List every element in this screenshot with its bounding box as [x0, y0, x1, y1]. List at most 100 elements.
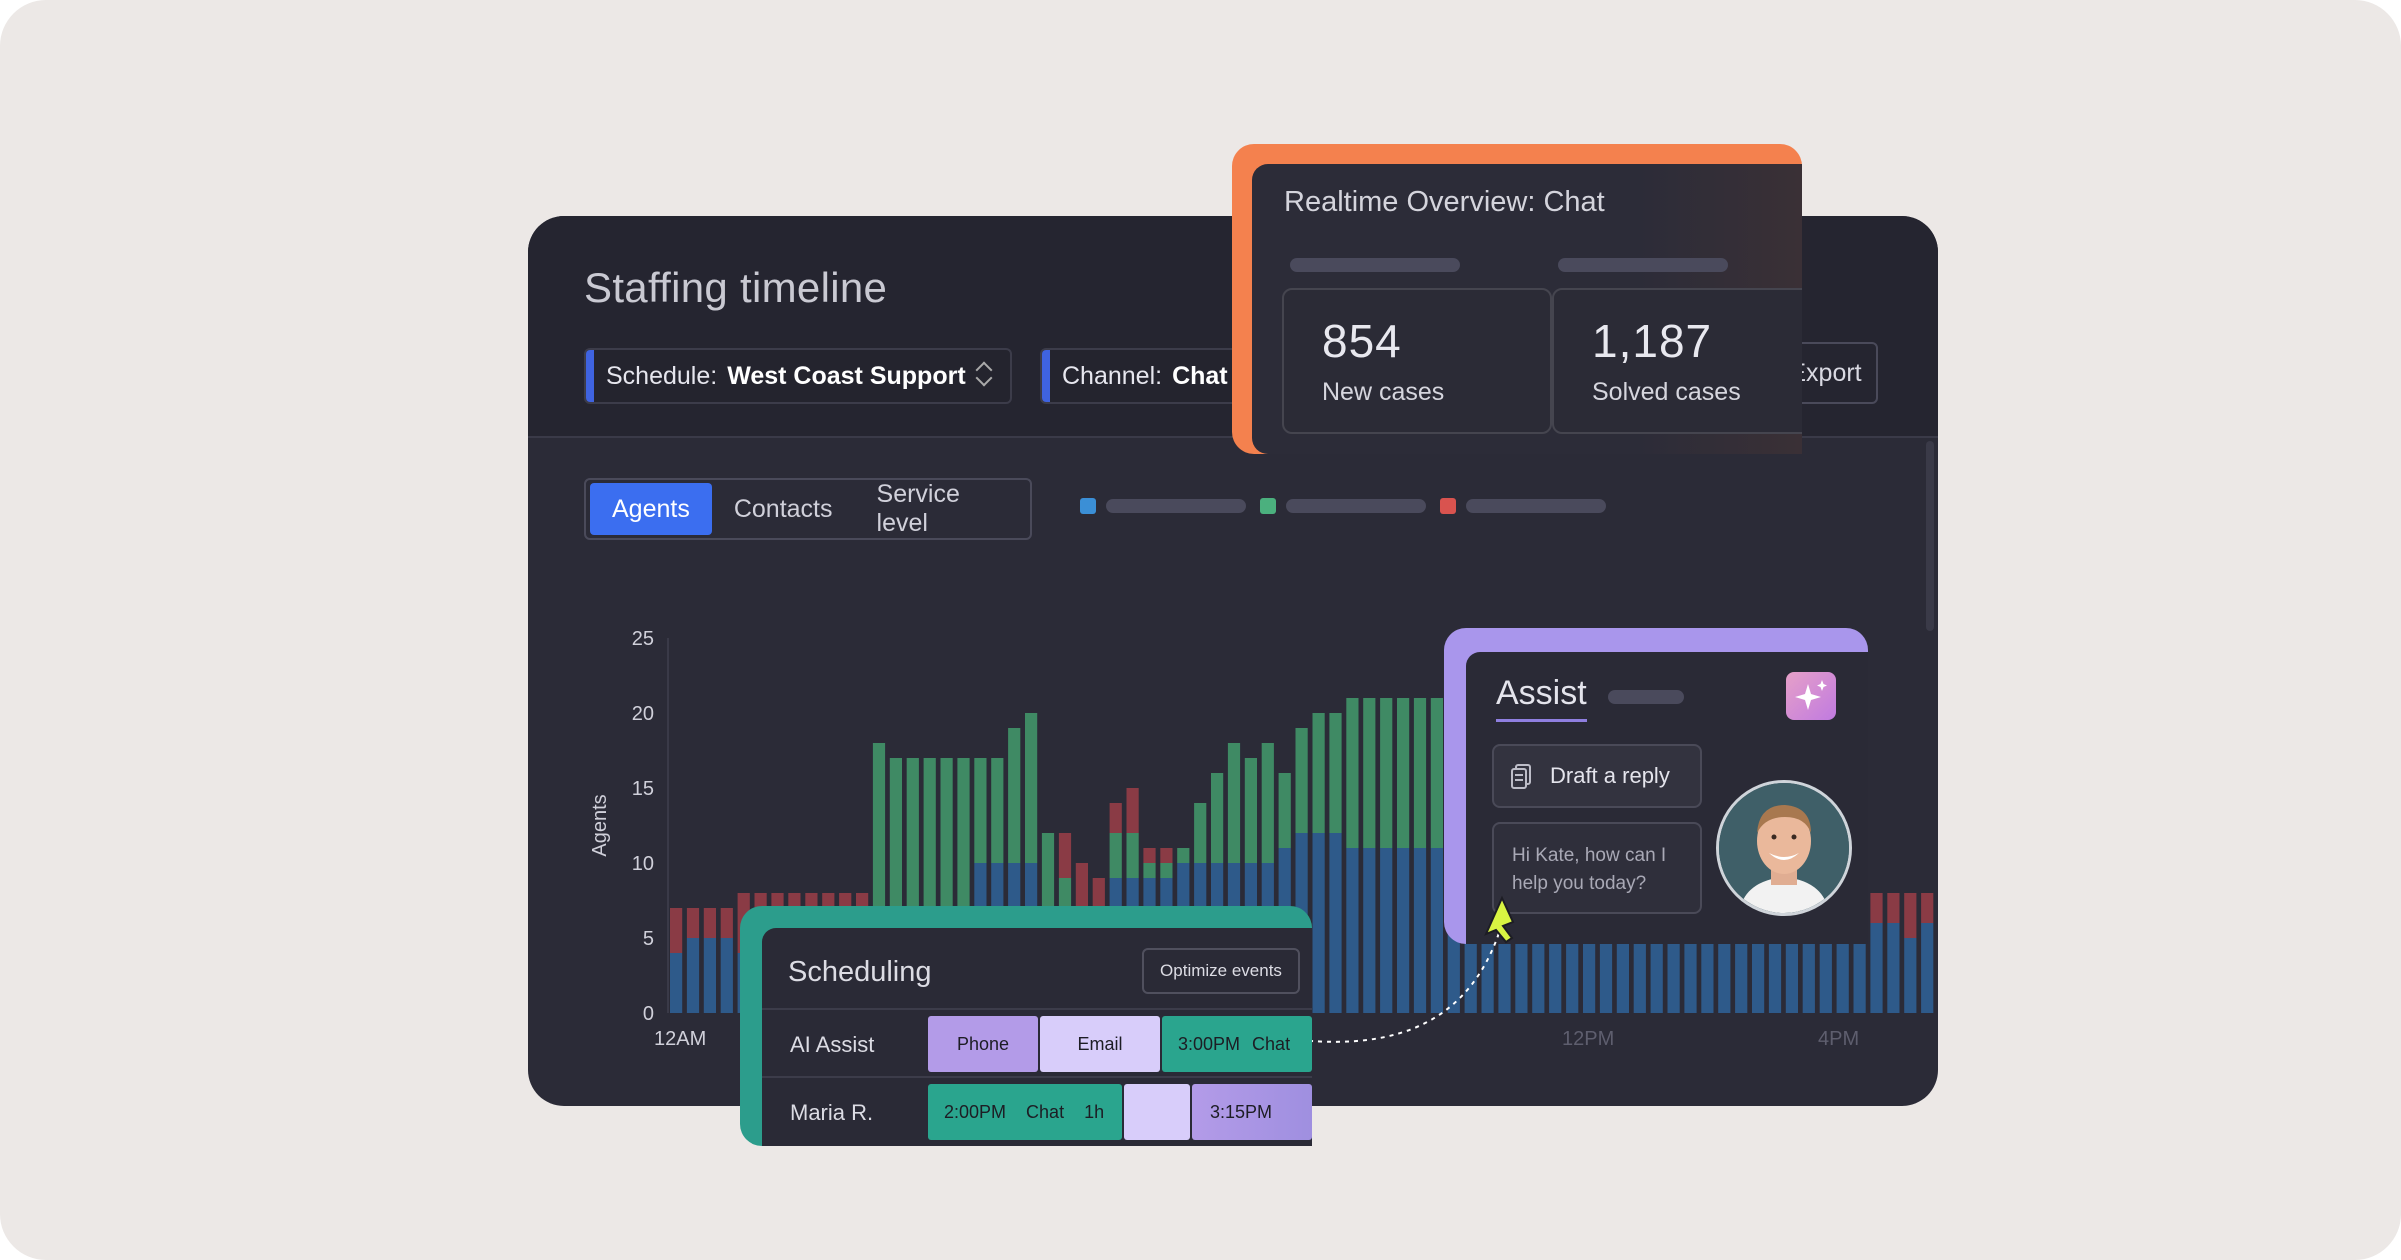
bar-segment [1109, 833, 1122, 878]
event-time: 2:00PM [944, 1101, 1007, 1122]
sparkle-icon[interactable] [1786, 672, 1836, 720]
event-block[interactable]: 3:15PM [1192, 1084, 1312, 1140]
legend-swatch [1080, 498, 1096, 514]
event-time: 3:00PM [1178, 1033, 1241, 1054]
draft-reply-button[interactable]: Draft a reply [1492, 744, 1702, 808]
new-cases-label: New cases [1322, 378, 1445, 406]
scheduling-panel: Scheduling Optimize events AI Assist Pho… [762, 928, 1312, 1146]
realtime-title: Realtime Overview: Chat [1284, 186, 1605, 218]
bar-segment [1143, 848, 1156, 863]
assist-placeholder [1608, 690, 1684, 704]
bar-segment [1887, 923, 1900, 1013]
x-tick-label: 4PM [1818, 1028, 1859, 1050]
tab-agents[interactable]: Agents [590, 483, 712, 535]
bar-segment [923, 758, 936, 923]
bar-segment [1194, 803, 1207, 863]
bar-segment [1211, 773, 1224, 863]
bar-segment [1870, 923, 1883, 1013]
event-block[interactable] [1124, 1084, 1190, 1140]
bar-segment [1870, 893, 1883, 923]
solved-cases-card: 1,187 Solved cases [1552, 288, 1802, 434]
y-tick-label: 25 [632, 628, 654, 650]
x-tick-label: 12AM [654, 1028, 706, 1050]
select-accent [586, 350, 594, 402]
event-channel: Chat [1252, 1033, 1291, 1054]
document-icon [1511, 764, 1531, 789]
bar-segment [1397, 848, 1410, 1013]
bar-segment [1887, 893, 1900, 923]
legend-item-1 [1080, 498, 1246, 514]
tab-service-level[interactable]: Service level [876, 480, 960, 537]
legend-item-2 [1260, 498, 1426, 514]
bar-segment [1904, 893, 1917, 938]
bar-segment [1363, 698, 1376, 848]
bar-segment [1278, 773, 1291, 848]
optimize-events-button[interactable]: Optimize events [1142, 948, 1300, 994]
channel-select[interactable]: Channel: Chat [1040, 348, 1240, 404]
row-name: Maria R. [790, 1100, 874, 1125]
bar-segment [720, 908, 733, 938]
y-tick-label: 15 [632, 778, 654, 800]
title-placeholder [1290, 258, 1460, 272]
x-tick-label: 12PM [1562, 1028, 1614, 1050]
bar-segment [686, 938, 700, 1013]
bar-segment [991, 758, 1004, 863]
y-tick-label: 0 [643, 1003, 654, 1025]
bar-segment [703, 938, 716, 1013]
bar-segment [703, 908, 716, 938]
bar-segment [670, 908, 683, 953]
channel-value: Chat [1172, 361, 1228, 390]
bar-segment [1904, 938, 1917, 1013]
assist-title: Assist [1496, 674, 1587, 722]
title-placeholder [1558, 258, 1728, 272]
y-tick-label: 20 [632, 703, 654, 725]
bar-segment [1346, 698, 1359, 848]
event-block[interactable]: Email [1040, 1016, 1160, 1072]
legend-item-3 [1440, 498, 1606, 514]
bar-segment [872, 743, 886, 923]
bar-segment [1921, 923, 1934, 1013]
bar-segment [1380, 848, 1393, 1013]
bar-segment [906, 758, 919, 923]
event-label: Email [1077, 1033, 1123, 1054]
draft-reply-label: Draft a reply [1550, 763, 1670, 788]
bar-segment [1075, 863, 1088, 908]
bar-segment [686, 908, 700, 938]
bar-segment [1380, 698, 1393, 848]
event-block[interactable]: Phone [928, 1016, 1038, 1072]
realtime-overview: Realtime Overview: Chat 854 New cases 1,… [1252, 164, 1802, 454]
bar-segment [1160, 848, 1173, 863]
bar-segment [1295, 728, 1308, 833]
schedule-label: Schedule: [606, 361, 718, 390]
row-name: AI Assist [790, 1032, 875, 1057]
bar-segment [1092, 878, 1105, 908]
event-block[interactable]: 3:00PM Chat [1162, 1016, 1312, 1072]
bar-segment [1227, 743, 1241, 863]
select-accent [1042, 350, 1050, 402]
legend-swatch [1440, 498, 1456, 514]
bar-segment [670, 953, 683, 1013]
bar-segment [1025, 713, 1038, 863]
suggested-message[interactable]: Hi Kate, how can I help you today? [1492, 822, 1702, 914]
y-axis-label: Agents [589, 794, 611, 856]
schedule-select[interactable]: Schedule: West Coast Support [584, 348, 1012, 404]
y-tick-label: 10 [632, 853, 654, 875]
bar-segment [1160, 863, 1173, 878]
scheduling-title: Scheduling [788, 956, 932, 988]
bar-segment [1312, 713, 1325, 833]
bar-segment [1126, 788, 1139, 833]
scrollbar[interactable] [1926, 441, 1934, 631]
event-block[interactable]: 2:00PM Chat 1h [928, 1084, 1122, 1140]
schedule-row: AI Assist Phone Email 3:00PM Chat [762, 1008, 1312, 1076]
legend-swatch [1260, 498, 1276, 514]
event-duration: 1h [1084, 1101, 1105, 1122]
schedule-value: West Coast Support [727, 361, 966, 390]
bar-segment [1312, 833, 1325, 1013]
tab-contacts[interactable]: Contacts [733, 494, 833, 523]
bar-segment [1177, 848, 1190, 863]
solved-cases-label: Solved cases [1592, 378, 1741, 406]
bar-segment [1058, 833, 1072, 878]
assist-panel: Assist Draft a reply Hi Kate, how can I … [1466, 652, 1868, 944]
legend-placeholder [1106, 499, 1246, 513]
